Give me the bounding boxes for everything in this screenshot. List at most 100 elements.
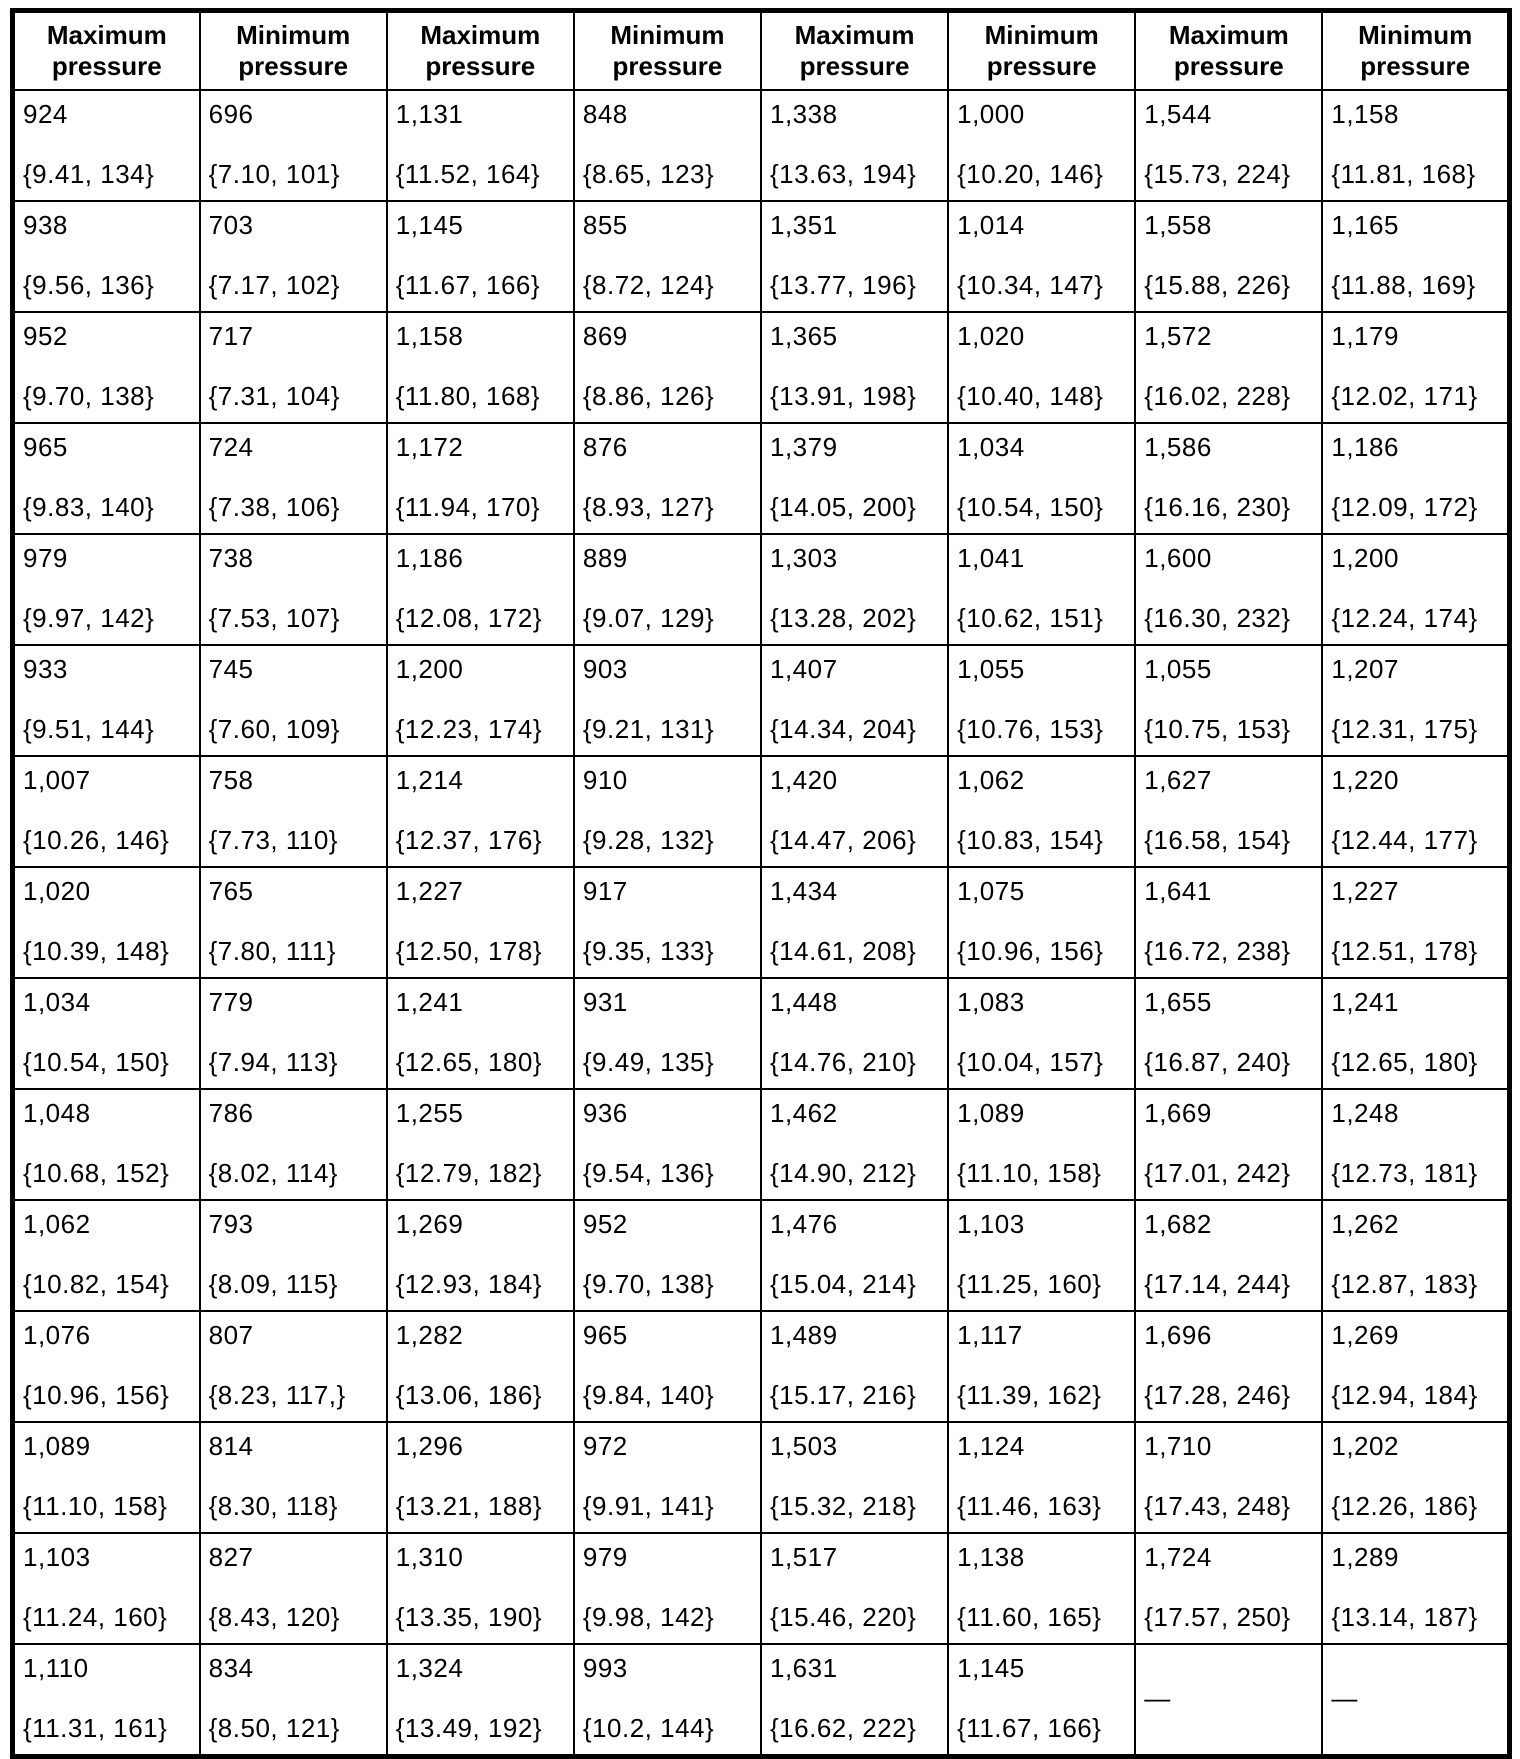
pressure-interval: {15.73, 224} bbox=[1144, 159, 1291, 189]
pressure-interval: {9.51, 144} bbox=[23, 714, 155, 744]
pressure-interval: {9.70, 138} bbox=[582, 1269, 715, 1299]
pressure-cell: 1,200 {12.24, 174} bbox=[1321, 533, 1511, 646]
pressure-value: 793 bbox=[208, 1209, 254, 1239]
table-row: 979 {9.97, 142} 738 {7.53, 107} 1,186 {12.08,… bbox=[11, 533, 1511, 646]
pressure-cell: 1,338 {13.63, 194} bbox=[759, 89, 950, 202]
pressure-value: 1,241 bbox=[1331, 987, 1399, 1017]
pressure-cell: 1,075 {10.96, 156} bbox=[947, 866, 1137, 979]
pressure-value: 779 bbox=[208, 987, 254, 1017]
pressure-cell: 1,310 {13.35, 190} bbox=[385, 1532, 575, 1645]
pressure-cell: 1,572 {16.02, 228} bbox=[1134, 311, 1324, 424]
pressure-cell: 717 {7.31, 104} bbox=[198, 311, 388, 424]
pressure-interval: {8.86, 126} bbox=[582, 381, 715, 411]
pressure-value: 1,200 bbox=[1331, 543, 1399, 573]
column-header-minimum-pressure: Minimum pressure bbox=[198, 9, 388, 91]
pressure-value: 1,282 bbox=[395, 1320, 464, 1350]
pressure-interval: {13.49, 192} bbox=[395, 1713, 543, 1743]
pressure-interval: {10.68, 152} bbox=[23, 1158, 170, 1188]
pressure-cell: 793 {8.09, 115} bbox=[198, 1199, 388, 1312]
pressure-value: 1,572 bbox=[1144, 321, 1212, 351]
pressure-value: 1,124 bbox=[957, 1431, 1025, 1461]
pressure-value: 1,558 bbox=[1144, 210, 1212, 240]
pressure-value: 1,214 bbox=[395, 765, 464, 795]
pressure-cell: 1,248 {12.73, 181} bbox=[1321, 1088, 1511, 1201]
pressure-value: 1,351 bbox=[770, 210, 838, 240]
pressure-value: 1,448 bbox=[770, 987, 838, 1017]
pressure-value: 1,696 bbox=[1144, 1320, 1212, 1350]
pressure-cell: 848 {8.65, 123} bbox=[572, 89, 763, 202]
pressure-interval: {7.94, 113} bbox=[208, 1047, 338, 1077]
pressure-value: 1,041 bbox=[957, 543, 1025, 573]
pressure-value: 1,034 bbox=[957, 432, 1025, 462]
table-row: 933 {9.51, 144} 745 {7.60, 109} 1,200 {12.23,… bbox=[11, 644, 1511, 757]
pressure-cell: 1,034 {10.54, 150} bbox=[947, 422, 1137, 535]
pressure-interval: {10.39, 148} bbox=[23, 936, 170, 966]
pressure-interval: {10.96, 156} bbox=[957, 936, 1104, 966]
pressure-value: 1,014 bbox=[957, 210, 1025, 240]
pressure-value: 724 bbox=[208, 432, 254, 462]
pressure-interval: {11.67, 166} bbox=[957, 1713, 1102, 1743]
pressure-interval: {12.87, 183} bbox=[1331, 1269, 1478, 1299]
pressure-interval: {15.17, 216} bbox=[770, 1380, 917, 1410]
pressure-interval: {13.06, 186} bbox=[395, 1380, 543, 1410]
pressure-value: 1,627 bbox=[1144, 765, 1212, 795]
pressure-value: 869 bbox=[582, 321, 628, 351]
table-row: 938 {9.56, 136} 703 {7.17, 102} 1,145 {11.67,… bbox=[11, 200, 1511, 313]
pressure-interval: {16.16, 230} bbox=[1144, 492, 1291, 522]
pressure-value: 1,724 bbox=[1144, 1542, 1212, 1572]
pressure-interval: {12.93, 184} bbox=[395, 1269, 543, 1299]
pressure-interval: {9.56, 136} bbox=[23, 270, 155, 300]
pressure-interval: {7.60, 109} bbox=[208, 714, 340, 744]
pressure-interval: {11.31, 161} bbox=[23, 1713, 168, 1743]
pressure-value: 1,200 bbox=[395, 654, 464, 684]
pressure-cell: 1,724 {17.57, 250} bbox=[1134, 1532, 1324, 1645]
pressure-value: 1,048 bbox=[23, 1098, 91, 1128]
pressure-value: 938 bbox=[23, 210, 68, 240]
pressure-value: 1,131 bbox=[395, 99, 464, 129]
pressure-interval: {17.01, 242} bbox=[1144, 1158, 1291, 1188]
pressure-value: 1,407 bbox=[770, 654, 838, 684]
pressure-value: 1,062 bbox=[957, 765, 1025, 795]
pressure-interval: {13.28, 202} bbox=[770, 603, 917, 633]
pressure-value: 834 bbox=[208, 1653, 254, 1683]
pressure-value: 965 bbox=[23, 432, 68, 462]
pressure-interval: {8.93, 127} bbox=[582, 492, 715, 522]
pressure-cell: 1,117 {11.39, 162} bbox=[947, 1310, 1137, 1423]
pressure-interval: {12.44, 177} bbox=[1331, 825, 1478, 855]
column-header-minimum-pressure: Minimum pressure bbox=[1321, 9, 1511, 91]
pressure-cell: 1,186 {12.08, 172} bbox=[385, 533, 575, 646]
pressure-interval: {8.72, 124} bbox=[582, 270, 715, 300]
pressure-cell: 917 {9.35, 133} bbox=[572, 866, 763, 979]
pressure-cell: 1,379 {14.05, 200} bbox=[759, 422, 950, 535]
pressure-cell: 1,262 {12.87, 183} bbox=[1321, 1199, 1511, 1312]
pressure-interval: {14.34, 204} bbox=[770, 714, 917, 744]
pressure-cell: 855 {8.72, 124} bbox=[572, 200, 763, 313]
pressure-interval: {17.57, 250} bbox=[1144, 1602, 1291, 1632]
pressure-cell: 1,083 {10.04, 157} bbox=[947, 977, 1137, 1090]
pressure-value: — bbox=[1331, 1683, 1358, 1713]
pressure-cell: 1,269 {12.94, 184} bbox=[1321, 1310, 1511, 1423]
pressure-interval: {14.61, 208} bbox=[770, 936, 917, 966]
pressure-value: 1,338 bbox=[770, 99, 838, 129]
pressure-cell: 1,158 {11.81, 168} bbox=[1321, 89, 1511, 202]
pressure-cell: 972 {9.91, 141} bbox=[572, 1421, 763, 1534]
pressure-cell: 910 {9.28, 132} bbox=[572, 755, 763, 868]
pressure-cell: 938 {9.56, 136} bbox=[11, 200, 201, 313]
pressure-interval: {13.91, 198} bbox=[770, 381, 917, 411]
pressure-value: 972 bbox=[582, 1431, 628, 1461]
pressure-value: 1,324 bbox=[395, 1653, 464, 1683]
pressure-value: 933 bbox=[23, 654, 68, 684]
pressure-cell: 924 {9.41, 134} bbox=[11, 89, 201, 202]
pressure-interval: {10.96, 156} bbox=[23, 1380, 170, 1410]
pressure-cell: 1,220 {12.44, 177} bbox=[1321, 755, 1511, 868]
pressure-value: 703 bbox=[208, 210, 254, 240]
pressure-value: 1,269 bbox=[395, 1209, 464, 1239]
pressure-cell: 834 {8.50, 121} bbox=[198, 1643, 388, 1758]
pressure-value: 848 bbox=[582, 99, 628, 129]
pressure-value: 758 bbox=[208, 765, 254, 795]
pressure-cell: 1,200 {12.23, 174} bbox=[385, 644, 575, 757]
pressure-interval: {12.24, 174} bbox=[1331, 603, 1478, 633]
pressure-cell: 1,296 {13.21, 188} bbox=[385, 1421, 575, 1534]
pressure-cell: 1,034 {10.54, 150} bbox=[11, 977, 201, 1090]
pressure-cell: 1,241 {12.65, 180} bbox=[385, 977, 575, 1090]
